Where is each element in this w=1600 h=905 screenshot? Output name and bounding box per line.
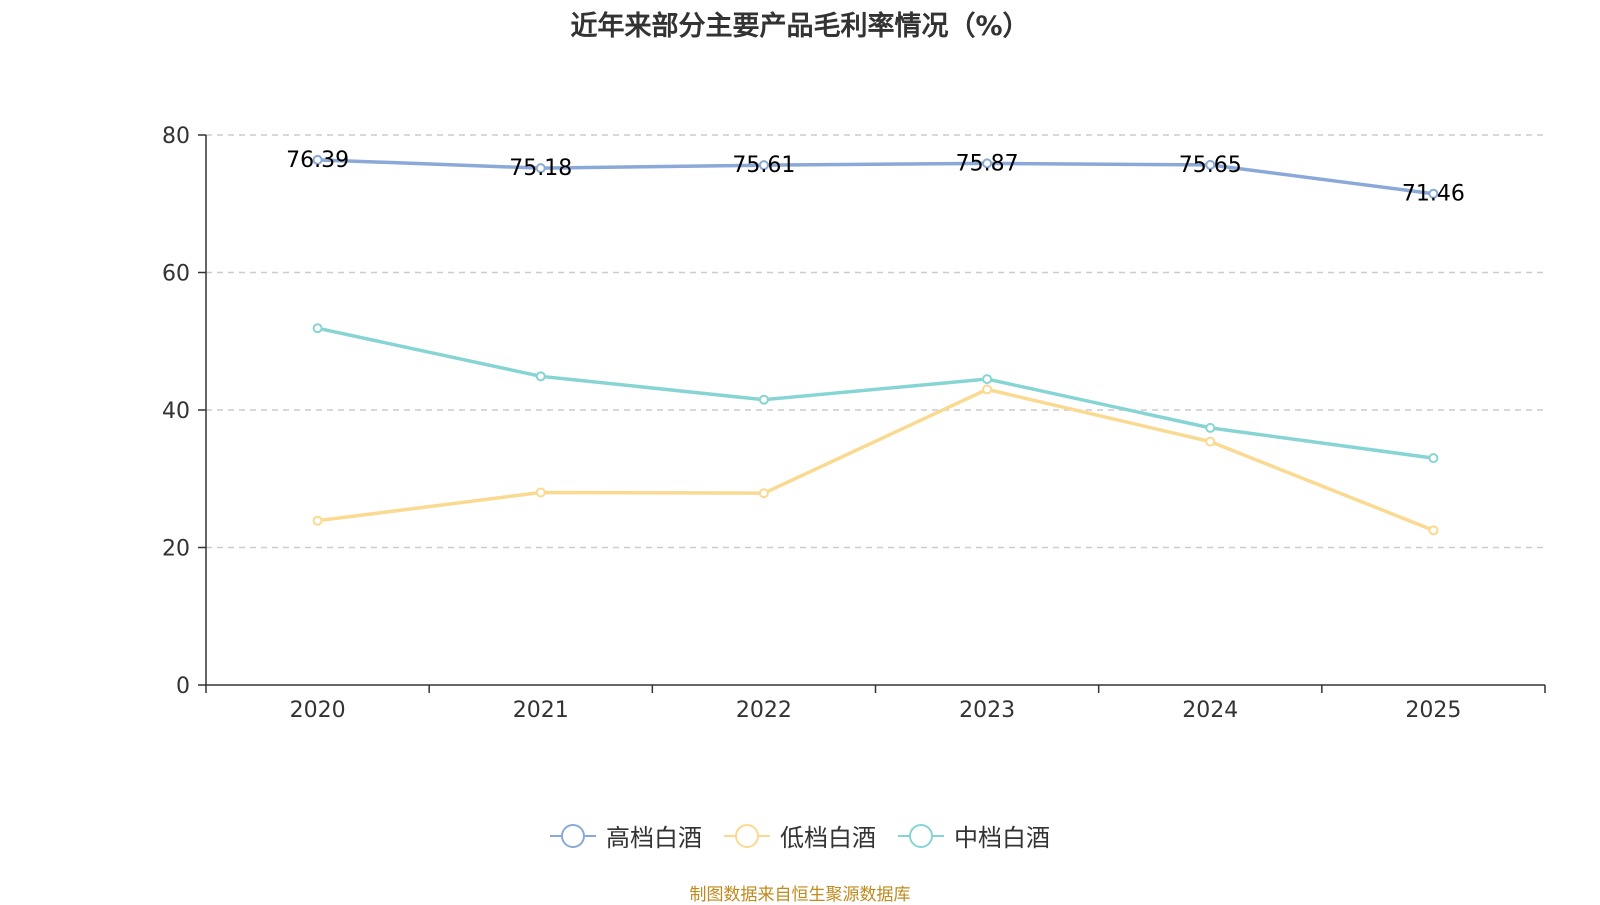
- chart-legend: 高档白酒 低档白酒 中档白酒: [0, 818, 1600, 853]
- data-label: 75.18: [509, 156, 572, 181]
- series-line: [317, 158, 1434, 196]
- legend-label: 低档白酒: [780, 824, 876, 852]
- x-tick-label-2021: 2021: [513, 698, 569, 723]
- chart-title: 近年来部分主要产品毛利率情况（%）: [570, 11, 1030, 42]
- legend-swatch: [550, 823, 596, 848]
- data-label: 75.87: [956, 151, 1019, 176]
- data-point: [982, 384, 993, 395]
- data-source-note: 制图数据来自恒生聚源数据库: [689, 885, 911, 905]
- data-point: [1428, 188, 1439, 199]
- legend-swatch-dot: [735, 823, 759, 848]
- legend-label: 高档白酒: [606, 824, 702, 852]
- data-point: [1205, 436, 1216, 447]
- x-tick-label-2025: 2025: [1405, 698, 1461, 723]
- data-point: [535, 487, 546, 498]
- legend-swatch: [898, 823, 944, 848]
- data-label: 76.39: [286, 148, 349, 173]
- x-tick-label-2023: 2023: [959, 698, 1015, 723]
- y-tick-label: 60: [162, 262, 190, 287]
- legend-swatch-dot: [909, 823, 933, 848]
- series-1: 76.39 75.18 75.61 75.87 75.65 71.46: [286, 148, 1465, 207]
- y-tick-label: 40: [162, 399, 190, 424]
- data-point: [758, 488, 769, 499]
- data-point: [982, 374, 993, 385]
- data-point: [535, 163, 546, 174]
- data-point: [1428, 453, 1439, 464]
- legend-swatch: [724, 823, 770, 848]
- data-label: 75.61: [732, 153, 795, 178]
- data-label: 71.46: [1402, 182, 1465, 207]
- data-point: [758, 394, 769, 405]
- data-label: 75.65: [1179, 153, 1242, 178]
- legend-item[interactable]: 低档白酒: [724, 818, 876, 853]
- data-point: [312, 515, 323, 526]
- data-point: [1205, 159, 1216, 170]
- data-point: [1205, 422, 1216, 433]
- legend-item[interactable]: 中档白酒: [898, 818, 1050, 853]
- x-tick-label-2024: 2024: [1182, 698, 1238, 723]
- series-line: [317, 326, 1434, 460]
- data-point: [312, 154, 323, 165]
- y-tick-label: 20: [162, 537, 190, 562]
- data-point: [982, 158, 993, 169]
- legend-item[interactable]: 高档白酒: [550, 818, 702, 853]
- y-tick-label: 0: [176, 674, 190, 699]
- data-point: [758, 160, 769, 171]
- y-tick-label: 80: [162, 124, 190, 149]
- series-2: [312, 384, 1439, 536]
- series-line: [317, 387, 1435, 532]
- x-tick-label-2020: 2020: [290, 698, 346, 723]
- data-point: [1428, 525, 1439, 536]
- x-tick-label-2022: 2022: [736, 698, 792, 723]
- data-point: [535, 371, 546, 382]
- legend-label: 中档白酒: [954, 824, 1050, 852]
- data-point: [312, 323, 323, 334]
- legend-swatch-dot: [561, 823, 585, 848]
- series-3: [312, 323, 1439, 464]
